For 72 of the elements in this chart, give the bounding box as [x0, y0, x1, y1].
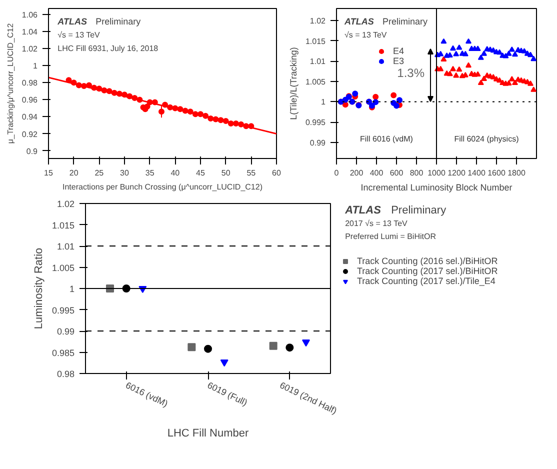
annotation: Fill 6024 (physics)	[454, 134, 520, 144]
y-tick-label: 0.96	[22, 96, 38, 105]
x-axis-title: LHC Fill Number	[167, 427, 249, 440]
y-tick-label: 1.06	[22, 10, 38, 20]
y-tick-label: 1	[321, 98, 326, 107]
annotation: LHC Fill 6931, July 16, 2018	[58, 44, 159, 53]
y-tick-label: 0.92	[22, 130, 38, 139]
annotation: 1.3%	[397, 66, 425, 80]
x-tick-label: 800	[410, 168, 424, 178]
x-tick-label: 1400	[468, 168, 486, 178]
y-tick-label: 1.015	[52, 220, 75, 230]
y-tick-label: 0.94	[22, 112, 38, 122]
x-tick-label: 1200	[448, 168, 466, 178]
legend-label: Track Counting (2017 sel.)/BiHitOR	[357, 266, 498, 276]
y-axis-title: Luminosity Ratio	[32, 248, 45, 330]
y-tick-label: 1.005	[305, 77, 326, 86]
annotation: √s = 13 TeV	[344, 30, 388, 40]
y-tick-label: 1.015	[305, 36, 326, 46]
x-tick-label: 35	[145, 168, 155, 178]
x-tick-label: 20	[69, 168, 79, 178]
x-tick-label: 0	[334, 168, 340, 178]
x-tick-label: 1800	[508, 168, 526, 178]
y-tick-label: 0.995	[52, 305, 75, 316]
y-tick-label: 1.02	[310, 16, 326, 26]
x-tick-label: 1000	[428, 168, 446, 178]
y-tick-label: 0.985	[52, 348, 75, 358]
annotation: Preliminary	[382, 16, 428, 26]
y-tick-label: 1.005	[52, 262, 75, 273]
y-tick-label: 0.98	[22, 78, 38, 88]
y-tick-label: 0.9	[26, 146, 38, 156]
legend-label: Track Counting (2017 sel.)/Tile_E4	[357, 276, 496, 286]
annotation: ATLAS	[56, 16, 87, 26]
y-tick-label: 1	[69, 284, 75, 294]
legend-label: E3	[393, 56, 406, 66]
x-tick-label: 25	[94, 168, 104, 178]
x-tick-label: 6019 (Full)	[206, 380, 249, 408]
x-tick-label: 15	[44, 168, 54, 178]
x-tick-label: 1600	[488, 168, 506, 178]
x-tick-label: 55	[246, 168, 256, 178]
y-tick-label: 0.98	[56, 369, 75, 379]
y-axis-title: μ_Tracking/μ^uncorr_LUCID_C12	[6, 22, 15, 144]
y-tick-label: 0.99	[310, 138, 326, 148]
y-tick-label: 0.99	[56, 326, 75, 336]
x-tick-label: 50	[221, 168, 231, 178]
y-tick-label: 1.01	[310, 57, 326, 66]
text: Preferred Lumi = BiHitOR	[345, 232, 436, 241]
text: Preliminary	[391, 204, 447, 216]
x-tick-label: 200	[350, 168, 364, 178]
text: ATLAS	[344, 204, 382, 216]
y-tick-label: 1	[33, 62, 38, 71]
x-tick-label: 30	[120, 168, 130, 178]
x-tick-label: 6019 (2nd Half)	[278, 380, 339, 416]
y-tick-label: 1.02	[22, 44, 38, 54]
legend-label: E4	[393, 46, 406, 56]
x-axis-title: Incremental Luminosity Block Number	[360, 182, 512, 192]
x-tick-label: 600	[390, 168, 404, 178]
y-tick-label: 1.01	[56, 242, 75, 252]
legend-label: Track Counting (2016 sel.)/BiHitOR	[357, 256, 498, 266]
annotation: ATLAS	[344, 16, 374, 26]
annotation: Preliminary	[96, 16, 142, 26]
text: 2017 √s = 13 TeV	[345, 218, 408, 228]
x-tick-label: 400	[370, 168, 384, 178]
x-tick-label: 40	[170, 168, 180, 178]
x-tick-label: 60	[272, 168, 282, 178]
y-tick-label: 0.995	[305, 118, 326, 128]
y-tick-label: 1.04	[22, 28, 38, 37]
y-tick-label: 1.02	[56, 199, 75, 209]
y-axis-title: L(Tile)/L(Tracking)	[288, 47, 298, 120]
annotation: Fill 6016 (vdM)	[360, 134, 414, 144]
x-tick-label: 45	[196, 168, 206, 178]
x-axis-title: Interactions per Bunch Crossing (μ^uncorr_LUCID_C12)	[62, 182, 263, 192]
annotation: √s = 13 TeV	[58, 30, 101, 40]
